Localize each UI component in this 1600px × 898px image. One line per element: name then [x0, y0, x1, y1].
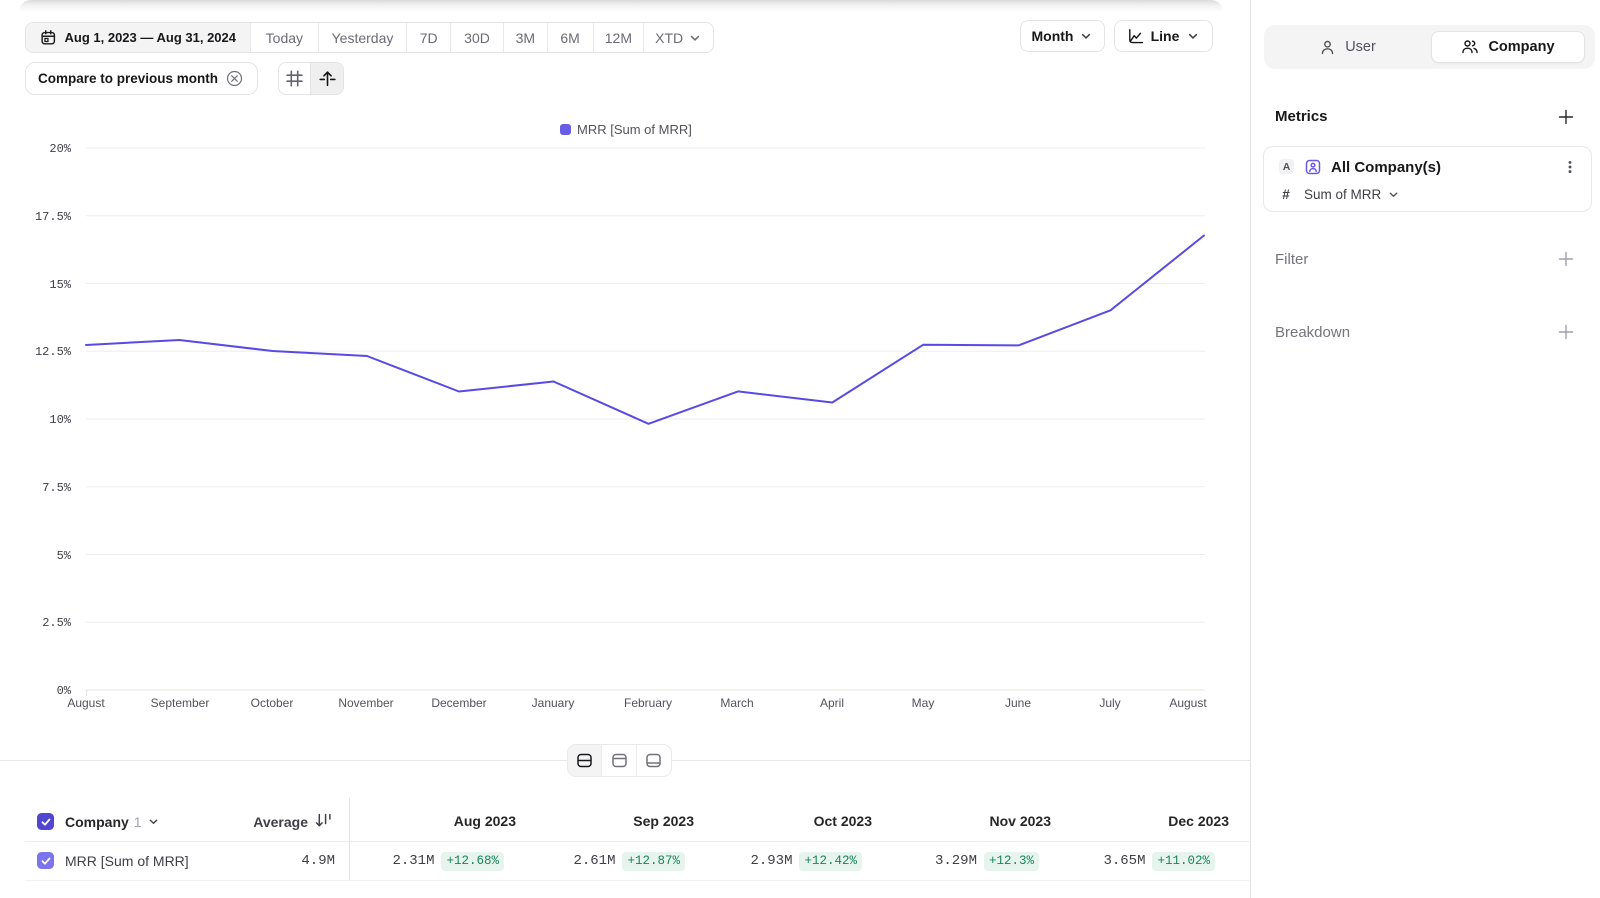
svg-text:August: August [67, 696, 105, 710]
svg-text:August: August [1169, 696, 1207, 710]
svg-text:17.5%: 17.5% [35, 210, 72, 224]
svg-text:2.5%: 2.5% [42, 616, 72, 630]
svg-text:May: May [912, 696, 935, 710]
svg-text:July: July [1099, 696, 1120, 710]
svg-text:September: September [151, 696, 210, 710]
svg-text:November: November [338, 696, 393, 710]
svg-text:March: March [720, 696, 753, 710]
svg-text:7.5%: 7.5% [42, 481, 72, 495]
svg-text:October: October [251, 696, 294, 710]
svg-text:0%: 0% [57, 684, 72, 698]
svg-text:January: January [532, 696, 575, 710]
svg-text:5%: 5% [57, 549, 72, 563]
svg-text:10%: 10% [49, 413, 71, 427]
svg-text:April: April [820, 696, 844, 710]
svg-text:February: February [624, 696, 672, 710]
svg-text:12.5%: 12.5% [35, 345, 72, 359]
svg-text:June: June [1005, 696, 1031, 710]
svg-text:20%: 20% [49, 142, 71, 156]
svg-text:December: December [431, 696, 486, 710]
svg-text:15%: 15% [49, 278, 71, 292]
